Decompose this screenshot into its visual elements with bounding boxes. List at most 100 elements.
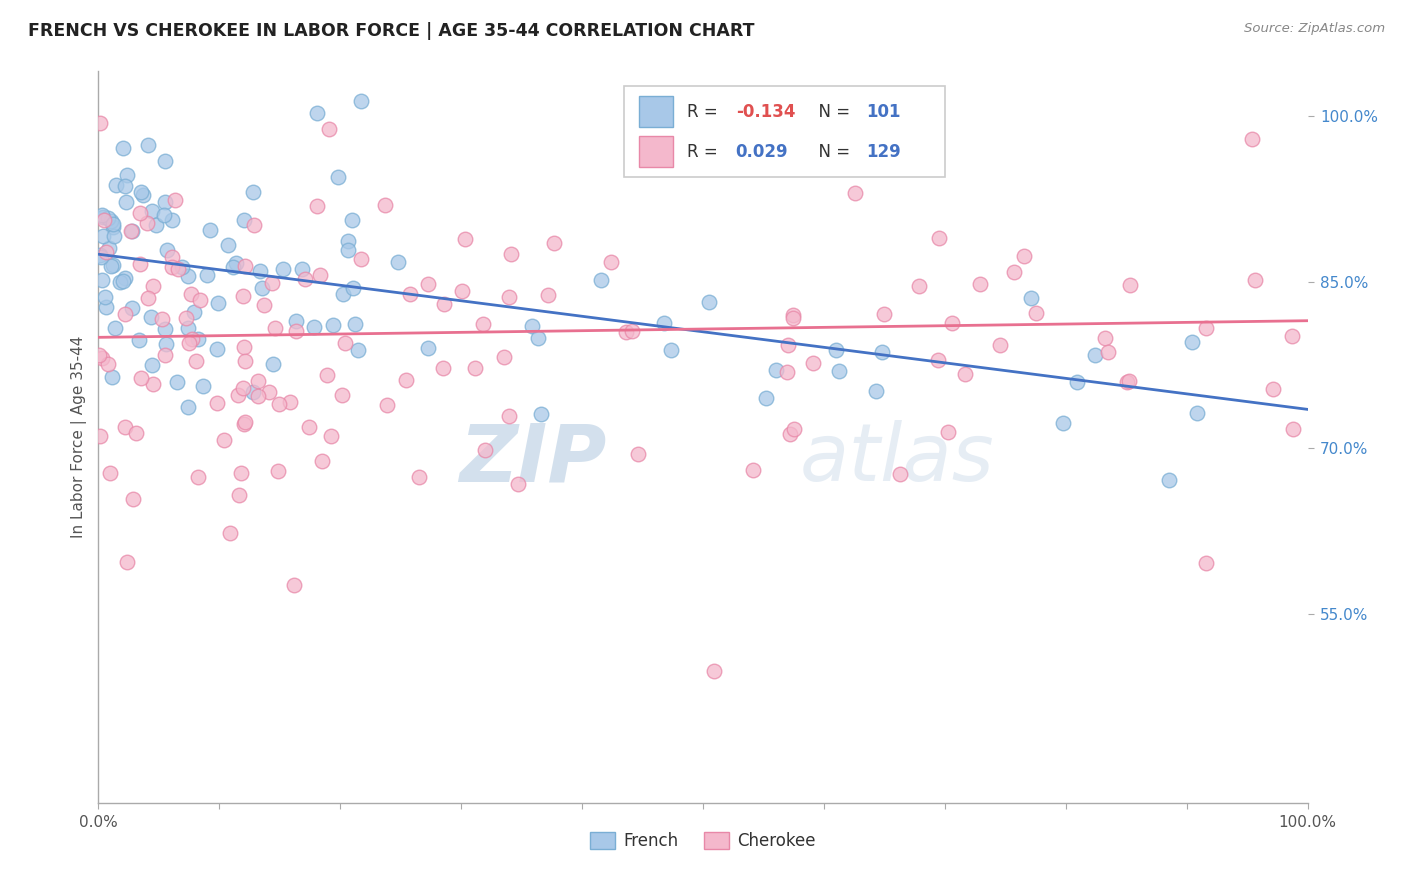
Point xyxy=(97,357,120,371)
Point xyxy=(936,425,959,440)
Point xyxy=(162,212,184,227)
Point xyxy=(416,341,439,355)
Point xyxy=(187,332,209,346)
Point xyxy=(91,228,114,243)
Text: R =: R = xyxy=(688,143,723,161)
Point xyxy=(333,336,356,351)
Point xyxy=(187,469,209,483)
Point xyxy=(94,245,117,260)
Point xyxy=(233,259,256,273)
Point xyxy=(273,261,295,276)
Point xyxy=(129,206,152,220)
Point xyxy=(1157,473,1180,487)
Text: atlas: atlas xyxy=(800,420,994,498)
Point xyxy=(374,197,396,211)
Point xyxy=(100,214,122,228)
FancyBboxPatch shape xyxy=(638,96,673,127)
Point xyxy=(207,396,229,410)
Point xyxy=(387,255,409,269)
Point xyxy=(908,278,931,293)
Point xyxy=(1185,406,1208,420)
Point xyxy=(91,351,114,366)
Point xyxy=(180,287,202,301)
Point xyxy=(266,464,288,478)
Point xyxy=(988,338,1011,352)
Point xyxy=(589,273,612,287)
Point xyxy=(330,387,353,401)
Point xyxy=(337,234,360,248)
Point xyxy=(543,235,565,250)
Point xyxy=(297,419,319,434)
Point xyxy=(432,361,454,376)
Point xyxy=(114,195,136,210)
Point xyxy=(537,287,560,301)
Point xyxy=(260,276,283,290)
Point xyxy=(399,287,422,301)
Point xyxy=(337,243,360,257)
Point xyxy=(225,255,247,269)
Point xyxy=(927,352,949,367)
Point xyxy=(928,230,950,244)
Point xyxy=(1282,422,1305,436)
Point xyxy=(305,105,328,120)
Text: R =: R = xyxy=(688,103,723,120)
Point xyxy=(232,381,254,395)
Point xyxy=(316,368,339,382)
Point xyxy=(328,169,350,184)
Point xyxy=(614,326,637,340)
Point xyxy=(129,257,152,271)
Point xyxy=(600,255,623,269)
Point xyxy=(454,232,477,246)
Point xyxy=(125,425,148,440)
Point xyxy=(870,344,893,359)
Point xyxy=(94,290,117,304)
Point xyxy=(142,279,165,293)
Point xyxy=(432,297,454,311)
Point xyxy=(699,295,721,310)
Point xyxy=(115,168,138,182)
Text: Source: ZipAtlas.com: Source: ZipAtlas.com xyxy=(1244,22,1385,36)
Point xyxy=(755,392,778,406)
Point xyxy=(142,376,165,391)
Point xyxy=(498,409,520,423)
Point xyxy=(136,216,159,230)
Point xyxy=(1084,348,1107,362)
Point xyxy=(122,491,145,506)
Point xyxy=(1019,291,1042,305)
Text: 101: 101 xyxy=(866,103,901,120)
Point xyxy=(94,300,117,314)
Point xyxy=(654,316,676,330)
Text: N =: N = xyxy=(808,103,856,120)
Point xyxy=(659,343,682,358)
Point xyxy=(779,427,801,442)
Point xyxy=(451,285,474,299)
Point xyxy=(620,325,643,339)
Point xyxy=(257,384,280,399)
Point xyxy=(233,354,256,368)
Point xyxy=(492,350,515,364)
Point xyxy=(395,373,418,387)
Point xyxy=(889,467,911,481)
Point xyxy=(1244,273,1267,287)
Point xyxy=(969,277,991,292)
Point xyxy=(207,295,229,310)
Point xyxy=(1181,335,1204,350)
Point xyxy=(180,332,202,346)
Point xyxy=(90,273,112,287)
Point xyxy=(408,469,430,483)
Point xyxy=(865,384,887,399)
Point xyxy=(152,208,174,222)
Point xyxy=(136,138,159,153)
Point xyxy=(283,577,305,591)
Point xyxy=(91,210,114,224)
Point xyxy=(198,223,221,237)
Y-axis label: In Labor Force | Age 35-44: In Labor Force | Age 35-44 xyxy=(72,336,87,538)
Point xyxy=(222,260,245,275)
Point xyxy=(166,261,188,276)
Point xyxy=(1094,331,1116,345)
Text: N =: N = xyxy=(808,143,856,161)
Point xyxy=(153,321,176,335)
Point xyxy=(342,280,364,294)
FancyBboxPatch shape xyxy=(638,136,673,167)
Point xyxy=(291,261,314,276)
